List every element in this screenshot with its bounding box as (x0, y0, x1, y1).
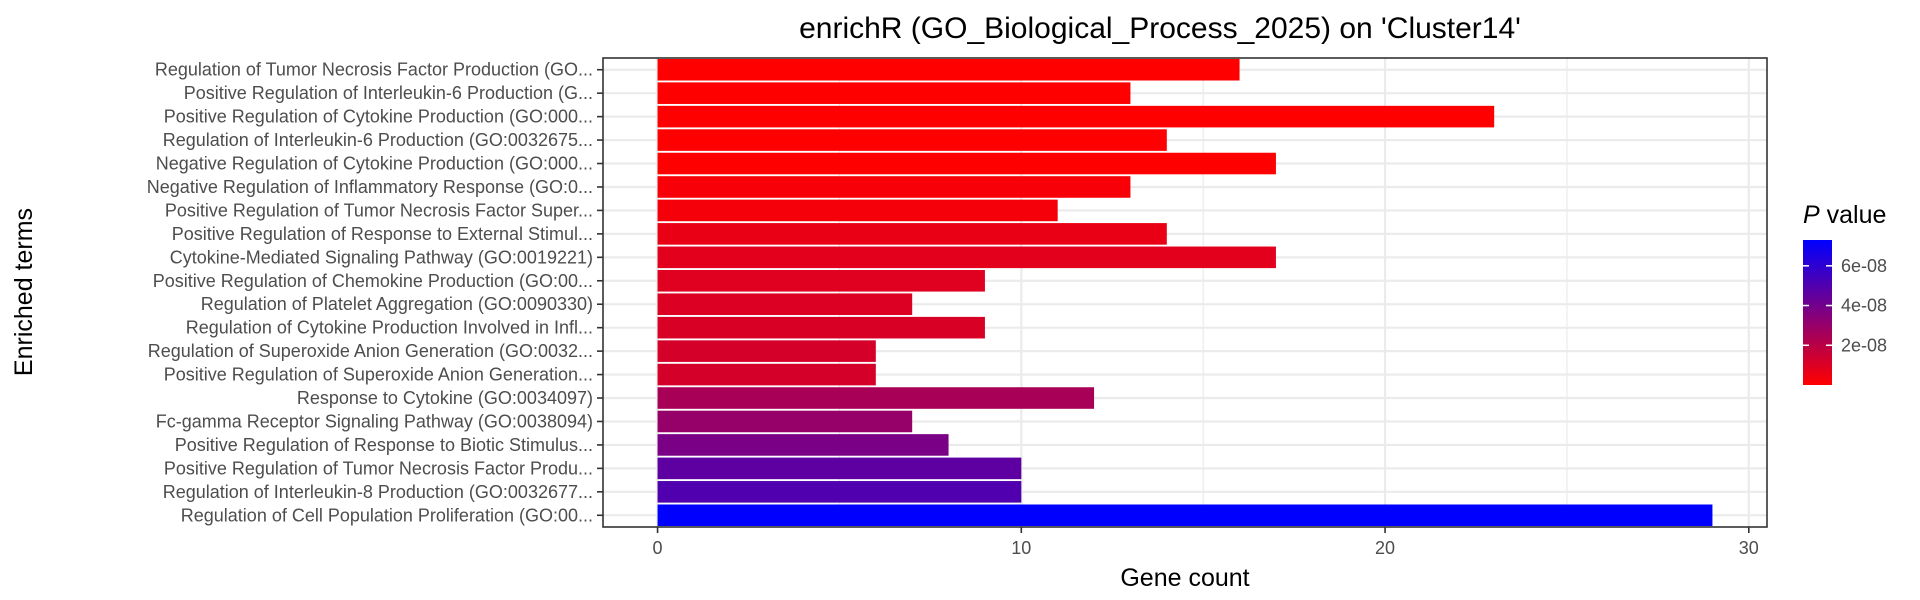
category-label: Regulation of Tumor Necrosis Factor Prod… (155, 60, 593, 80)
bar (657, 269, 985, 292)
legend-title-rest: value (1820, 201, 1887, 229)
legend-title: P value (1803, 201, 1886, 229)
category-label: Positive Regulation of Tumor Necrosis Fa… (164, 458, 593, 478)
bar (657, 434, 949, 456)
x-axis-title: Gene count (1120, 564, 1249, 592)
bar (657, 504, 1713, 527)
legend-tick-label: 2e-08 (1841, 335, 1887, 355)
bar (657, 223, 1167, 245)
category-label: Response to Cytokine (GO:0034097) (297, 388, 593, 408)
bar (657, 387, 1095, 409)
bar (657, 457, 1022, 480)
legend-colorbar (1803, 240, 1832, 385)
plot-border (602, 57, 1768, 528)
bar (657, 363, 876, 386)
p-value-legend: P value 2e-08 4e-08 6e-08 (1803, 201, 1887, 385)
chart-title: enrichR (GO_Biological_Process_2025) on … (799, 12, 1521, 45)
x-tick-label: 10 (1011, 538, 1031, 558)
category-label: Negative Regulation of Cytokine Producti… (156, 154, 593, 174)
x-tick-label: 0 (653, 538, 663, 558)
category-label: Regulation of Interleukin-6 Production (… (163, 130, 593, 150)
category-labels: Regulation of Tumor Necrosis Factor Prod… (147, 60, 603, 525)
x-tick-label: 30 (1739, 538, 1759, 558)
category-label: Regulation of Platelet Aggregation (GO:0… (201, 294, 593, 314)
category-label: Positive Regulation of Response to Bioti… (175, 435, 593, 455)
bars (657, 58, 1713, 527)
category-label: Regulation of Cell Population Proliferat… (181, 505, 593, 525)
category-label: Regulation of Interleukin-8 Production (… (163, 482, 593, 502)
plot-panel (603, 58, 1767, 527)
category-label: Regulation of Cytokine Production Involv… (186, 318, 593, 338)
bar (657, 293, 913, 316)
bar (657, 129, 1167, 151)
bar (657, 82, 1131, 104)
bar (657, 481, 1022, 503)
bar (657, 410, 913, 433)
category-label: Regulation of Superoxide Anion Generatio… (148, 341, 593, 361)
category-label: Positive Regulation of Response to Exter… (172, 224, 593, 244)
bar (657, 199, 1058, 222)
bar (657, 58, 1240, 81)
bar (657, 152, 1276, 175)
category-label: Fc-gamma Receptor Signaling Pathway (GO:… (156, 411, 593, 431)
legend-tick-label: 4e-08 (1841, 296, 1887, 316)
x-tick-label: 20 (1375, 538, 1395, 558)
category-label: Positive Regulation of Chemokine Product… (153, 271, 593, 291)
legend-tick-label: 6e-08 (1841, 256, 1887, 276)
bar (657, 340, 876, 362)
y-axis-title: Enriched terms (10, 208, 38, 376)
category-label: Positive Regulation of Tumor Necrosis Fa… (165, 200, 593, 220)
bar (657, 176, 1131, 198)
legend-ticks: 2e-08 4e-08 6e-08 (1803, 256, 1887, 355)
category-label: Positive Regulation of Interleukin-6 Pro… (184, 83, 593, 103)
category-label: Positive Regulation of Superoxide Anion … (164, 365, 593, 385)
bar (657, 316, 985, 339)
category-label: Positive Regulation of Cytokine Producti… (164, 107, 593, 127)
bar (657, 246, 1276, 269)
bar (657, 105, 1495, 128)
legend-title-italic: P (1803, 201, 1820, 229)
category-label: Negative Regulation of Inflammatory Resp… (147, 177, 593, 197)
x-axis-ticks: 0 10 20 30 (653, 527, 1759, 558)
category-label: Cytokine-Mediated Signaling Pathway (GO:… (170, 247, 593, 267)
